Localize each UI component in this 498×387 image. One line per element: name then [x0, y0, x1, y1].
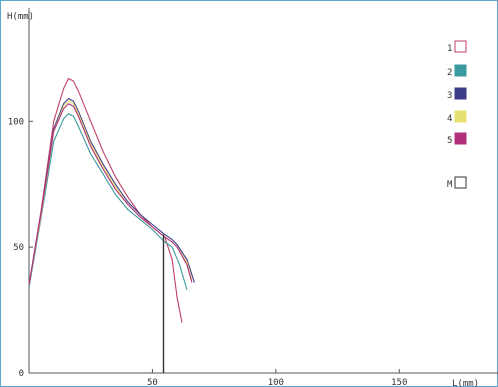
legend-label-3: 3: [447, 91, 452, 101]
y-tick-label-100: 100: [8, 117, 24, 127]
x-tick-label-150: 150: [391, 378, 407, 387]
legend-swatch-4: [454, 110, 467, 123]
y-axis-label: H(mm): [7, 12, 34, 22]
series-line-2: [28, 113, 188, 291]
legend-label-5: 5: [447, 136, 452, 146]
x-tick-label-50: 50: [147, 378, 158, 387]
x-tick-label-100: 100: [268, 378, 284, 387]
series-line-1: [28, 77, 183, 323]
legend: 1 2 3 4 5 M: [447, 40, 467, 190]
series-line-3: [28, 98, 195, 285]
axes: 0 50 100 50 100 150: [8, 8, 498, 387]
legend-label-M: M: [447, 180, 453, 190]
legend-swatch-3: [454, 87, 467, 100]
x-axis-label: L(mm): [452, 379, 479, 387]
series-line-5: [28, 103, 193, 285]
y-tick-label-50: 50: [13, 243, 24, 253]
legend-swatch-2: [454, 64, 467, 77]
y-tick-label-0: 0: [19, 369, 24, 379]
legend-label-1: 1: [447, 44, 452, 54]
series-group: [28, 77, 195, 373]
legend-swatch-5: [454, 132, 467, 145]
legend-swatch-1: [454, 40, 467, 53]
legend-label-4: 4: [447, 114, 452, 124]
legend-swatch-M: [454, 176, 467, 189]
legend-label-2: 2: [447, 68, 452, 78]
